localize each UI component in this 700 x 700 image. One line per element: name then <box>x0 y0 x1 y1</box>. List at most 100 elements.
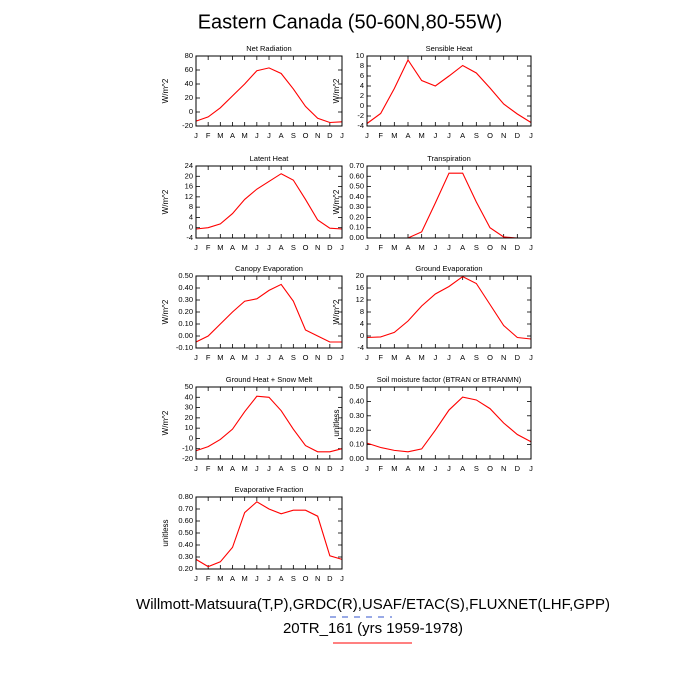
y-tick-label: 0.50 <box>349 382 364 391</box>
data-line <box>195 501 343 568</box>
panel: Ground Heat + Snow Melt W/m^2 -20-10 010203… <box>161 375 344 473</box>
x-tick-label: O <box>487 464 493 473</box>
x-tick-label: J <box>255 353 259 362</box>
data-line <box>195 283 342 343</box>
panel: Canopy Evaporation W/m^2 -0.10 0.00 0.10 0.20… <box>161 264 344 362</box>
y-tick-label: 40 <box>185 79 193 88</box>
x-tick-label: A <box>460 131 465 140</box>
x-tick-label: O <box>303 464 309 473</box>
y-tick-label: -10 <box>182 444 193 453</box>
panel-title: Evaporative Fraction <box>235 485 304 494</box>
x-tick-label: D <box>327 243 333 252</box>
x-tick-label: A <box>405 464 410 473</box>
data-line <box>367 172 531 239</box>
x-tick-label: J <box>340 353 344 362</box>
x-tick-label: J <box>194 131 198 140</box>
y-tick-label: -20 <box>182 454 193 463</box>
y-axis-label: W/m^2 <box>161 189 170 214</box>
x-tick-label: O <box>303 353 309 362</box>
x-tick-label: A <box>230 131 235 140</box>
y-tick-label: -4 <box>357 343 364 352</box>
x-tick-label: M <box>242 574 248 583</box>
x-tick-label: S <box>474 243 479 252</box>
x-tick-label: A <box>460 243 465 252</box>
x-tick-label: M <box>391 243 397 252</box>
x-tick-label: J <box>447 353 451 362</box>
x-tick-label: M <box>391 131 397 140</box>
x-tick-label: N <box>315 353 320 362</box>
x-tick-label: J <box>267 131 271 140</box>
x-tick-label: J <box>433 243 437 252</box>
x-tick-label: J <box>194 574 198 583</box>
y-tick-label: 0 <box>360 331 364 340</box>
y-tick-label: -4 <box>186 233 193 242</box>
x-tick-label: J <box>447 243 451 252</box>
y-tick-label: 0 <box>189 433 193 442</box>
x-tick-label: S <box>291 574 296 583</box>
y-tick-label: 0.20 <box>349 425 364 434</box>
x-tick-label: O <box>303 131 309 140</box>
y-tick-label: 4 <box>360 81 364 90</box>
y-tick-label: 0.10 <box>349 223 364 232</box>
y-tick-label: 0.40 <box>178 283 193 292</box>
x-tick-label: A <box>405 243 410 252</box>
x-tick-label: O <box>487 243 493 252</box>
x-tick-label: A <box>405 353 410 362</box>
y-axis-label: W/m^2 <box>161 299 170 324</box>
y-tick-label: -0.10 <box>176 343 193 352</box>
y-tick-label: 24 <box>185 161 193 170</box>
panel-title: Soil moisture factor (BTRAN or BTRANMN) <box>377 375 522 384</box>
x-tick-label: S <box>474 464 479 473</box>
y-tick-label: 8 <box>189 202 193 211</box>
y-tick-label: 0.40 <box>178 540 193 549</box>
panel-title: Canopy Evaporation <box>235 264 303 273</box>
x-tick-label: F <box>206 131 211 140</box>
x-tick-label: D <box>515 464 521 473</box>
y-tick-label: 0.40 <box>349 396 364 405</box>
panel-title: Net Radiation <box>246 44 291 53</box>
y-tick-label: 0.70 <box>349 161 364 170</box>
x-tick-label: J <box>433 353 437 362</box>
plot-frame <box>366 165 532 239</box>
x-tick-label: M <box>217 353 223 362</box>
plot-frame <box>195 386 343 460</box>
y-tick-label: 0.20 <box>349 212 364 221</box>
y-axis-label: unitless <box>161 519 170 546</box>
footer-run: 20TR_161 (yrs 1959-1978) <box>283 620 463 637</box>
footer-sources: Willmott-Matsuura(T,P),GRDC(R),USAF/ETAC… <box>136 596 610 613</box>
y-tick-label: 0.00 <box>349 233 364 242</box>
plot-frame <box>195 55 343 127</box>
x-tick-label: J <box>529 464 533 473</box>
y-tick-label: 16 <box>356 283 364 292</box>
x-tick-label: J <box>447 131 451 140</box>
x-tick-label: F <box>378 464 383 473</box>
y-tick-label: 10 <box>356 51 364 60</box>
y-tick-label: 12 <box>356 295 364 304</box>
x-tick-label: F <box>206 464 211 473</box>
y-tick-label: 0 <box>189 223 193 232</box>
x-tick-label: M <box>217 131 223 140</box>
x-tick-label: M <box>419 464 425 473</box>
y-tick-label: 0.10 <box>349 440 364 449</box>
page-title: Eastern Canada (50-60N,80-55W) <box>198 11 503 33</box>
y-tick-label: 30 <box>185 403 193 412</box>
y-tick-label: 0.60 <box>349 171 364 180</box>
y-tick-label: 0.50 <box>178 271 193 280</box>
y-tick-label: 0.30 <box>178 552 193 561</box>
plot-frame <box>195 496 343 570</box>
x-tick-label: F <box>378 243 383 252</box>
y-axis-label: W/m^2 <box>332 189 341 214</box>
y-tick-label: -4 <box>357 121 364 130</box>
x-tick-label: J <box>365 243 369 252</box>
y-tick-label: 0 <box>360 101 364 110</box>
x-tick-label: M <box>242 353 248 362</box>
plot-frame <box>195 165 343 239</box>
x-tick-label: J <box>529 243 533 252</box>
plot-frame <box>195 275 343 349</box>
x-tick-label: F <box>378 131 383 140</box>
y-tick-label: 60 <box>185 65 193 74</box>
y-tick-label: 0.40 <box>349 192 364 201</box>
x-tick-label: J <box>340 464 344 473</box>
